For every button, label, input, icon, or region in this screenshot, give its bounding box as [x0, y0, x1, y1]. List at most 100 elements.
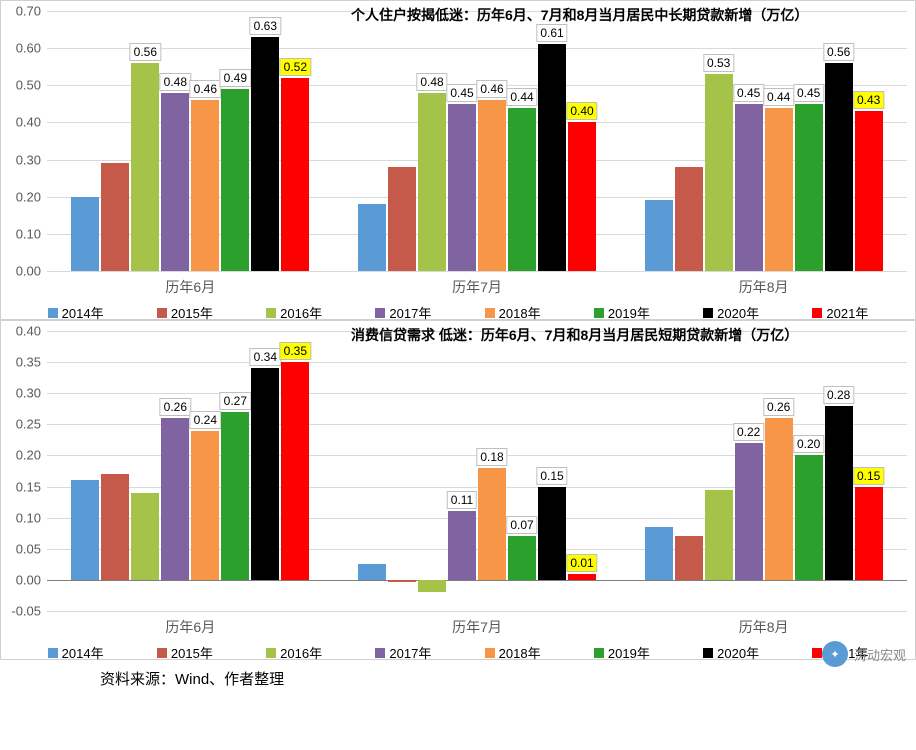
bar-rect	[538, 487, 566, 580]
bar-value-label: 0.18	[476, 448, 507, 466]
x-category-label: 历年8月	[739, 277, 789, 297]
bar-value-label: 0.44	[763, 88, 794, 106]
legend-swatch	[594, 648, 604, 658]
bar	[675, 11, 703, 271]
plot-area: -0.050.000.050.100.150.200.250.300.350.4…	[47, 331, 907, 611]
bar-rect	[645, 200, 673, 271]
bar-value-label: 0.26	[160, 398, 191, 416]
watermark-text: 涛动宏观	[854, 645, 906, 664]
legend-label: 2017年	[389, 643, 431, 662]
legend-swatch	[703, 648, 713, 658]
bar-rect	[538, 44, 566, 271]
wechat-icon: ✦	[822, 641, 848, 667]
bar-value-label: 0.35	[280, 342, 311, 360]
bar-rect	[358, 204, 386, 271]
bar	[675, 331, 703, 611]
bar-rect	[191, 100, 219, 271]
bar-rect	[568, 122, 596, 271]
bar-rect	[705, 490, 733, 580]
legend-swatch	[485, 648, 495, 658]
y-tick-label: 0.50	[16, 78, 47, 93]
plot-area: 0.000.100.200.300.400.500.600.700.560.48…	[47, 11, 907, 271]
bar-value-label: 0.40	[566, 102, 597, 120]
bar	[358, 331, 386, 611]
legend-label: 2020年	[717, 643, 759, 662]
bar: 0.48	[418, 11, 446, 271]
legend-item: 2018年	[485, 643, 541, 662]
bar: 0.63	[251, 11, 279, 271]
bar: 0.49	[221, 11, 249, 271]
bar-rect	[675, 536, 703, 580]
bar: 0.11	[448, 331, 476, 611]
legend-swatch	[266, 648, 276, 658]
bar: 0.44	[765, 11, 793, 271]
bar-rect	[251, 368, 279, 580]
bar-rect	[101, 163, 129, 271]
bar-rect	[281, 362, 309, 580]
chart-consumer-credit: 消费信贷需求 低迷：历年6月、7月和8月当月居民短期贷款新增（万亿）-0.050…	[0, 320, 916, 660]
bar-value-label: 0.48	[160, 73, 191, 91]
bar-value-label: 0.26	[763, 398, 794, 416]
y-tick-label: 0.35	[16, 355, 47, 370]
bar: 0.40	[568, 11, 596, 271]
bar-rect	[71, 197, 99, 271]
bar: 0.52	[281, 11, 309, 271]
x-category-label: 历年7月	[452, 617, 502, 637]
legend-swatch	[812, 308, 822, 318]
bar: 0.34	[251, 331, 279, 611]
bar-rect	[855, 111, 883, 271]
bar	[645, 331, 673, 611]
bar-rect	[191, 431, 219, 580]
y-tick-label: 0.30	[16, 386, 47, 401]
bar-value-label: 0.48	[416, 73, 447, 91]
x-category-label: 历年8月	[739, 617, 789, 637]
y-tick-label: 0.40	[16, 115, 47, 130]
legend: 2014年2015年2016年2017年2018年2019年2020年2021年	[1, 637, 915, 668]
bar	[388, 331, 416, 611]
chart-title: 消费信贷需求 低迷：历年6月、7月和8月当月居民短期贷款新增（万亿）	[351, 325, 798, 345]
y-tick-label: 0.25	[16, 417, 47, 432]
y-tick-label: 0.20	[16, 448, 47, 463]
y-tick-label: 0.40	[16, 324, 47, 339]
bar: 0.28	[825, 331, 853, 611]
bar: 0.26	[161, 331, 189, 611]
bar-rect	[251, 37, 279, 271]
gridline	[47, 271, 907, 272]
bar-value-label: 0.52	[280, 58, 311, 76]
charts-container: 个人住户按揭低迷：历年6月、7月和8月当月居民中长期贷款新增（万亿） 0.00 0.…	[0, 0, 916, 697]
bar-value-label: 0.45	[793, 84, 824, 102]
bar-rect	[645, 527, 673, 580]
legend-label: 2018年	[499, 643, 541, 662]
bar: 0.56	[825, 11, 853, 271]
bar: 0.46	[191, 11, 219, 271]
bar-value-label: 0.15	[853, 467, 884, 485]
bar-value-label: 0.56	[823, 43, 854, 61]
bar-value-label: 0.63	[250, 17, 281, 35]
y-tick-label: 0.00	[16, 264, 47, 279]
bar-value-label: 0.49	[220, 69, 251, 87]
x-category-label: 历年6月	[165, 617, 215, 637]
bar: 0.48	[161, 11, 189, 271]
legend-item: 2019年	[594, 643, 650, 662]
y-tick-label: 0.60	[16, 41, 47, 56]
chart-mortgage: 个人住户按揭低迷：历年6月、7月和8月当月居民中长期贷款新增（万亿） 0.00 0.…	[0, 0, 916, 320]
x-category-label: 历年6月	[165, 277, 215, 297]
legend-item: 2014年	[48, 643, 104, 662]
y-tick-label: 0.00	[16, 572, 47, 587]
bar: 0.27	[221, 331, 249, 611]
bar: 0.18	[478, 331, 506, 611]
bar-rect	[161, 93, 189, 271]
bar-rect	[131, 493, 159, 580]
bar-value-label: 0.53	[703, 54, 734, 72]
legend-label: 2019年	[608, 643, 650, 662]
bar: 0.44	[508, 11, 536, 271]
y-tick-label: 0.10	[16, 226, 47, 241]
bar: 0.45	[735, 11, 763, 271]
bar	[388, 11, 416, 271]
bar-value-label: 0.46	[476, 80, 507, 98]
bar	[131, 331, 159, 611]
chart-title: 个人住户按揭低迷：历年6月、7月和8月当月居民中长期贷款新增（万亿）	[351, 5, 808, 25]
bar-rect	[675, 167, 703, 271]
legend-swatch	[594, 308, 604, 318]
bar-value-label: 0.61	[536, 24, 567, 42]
